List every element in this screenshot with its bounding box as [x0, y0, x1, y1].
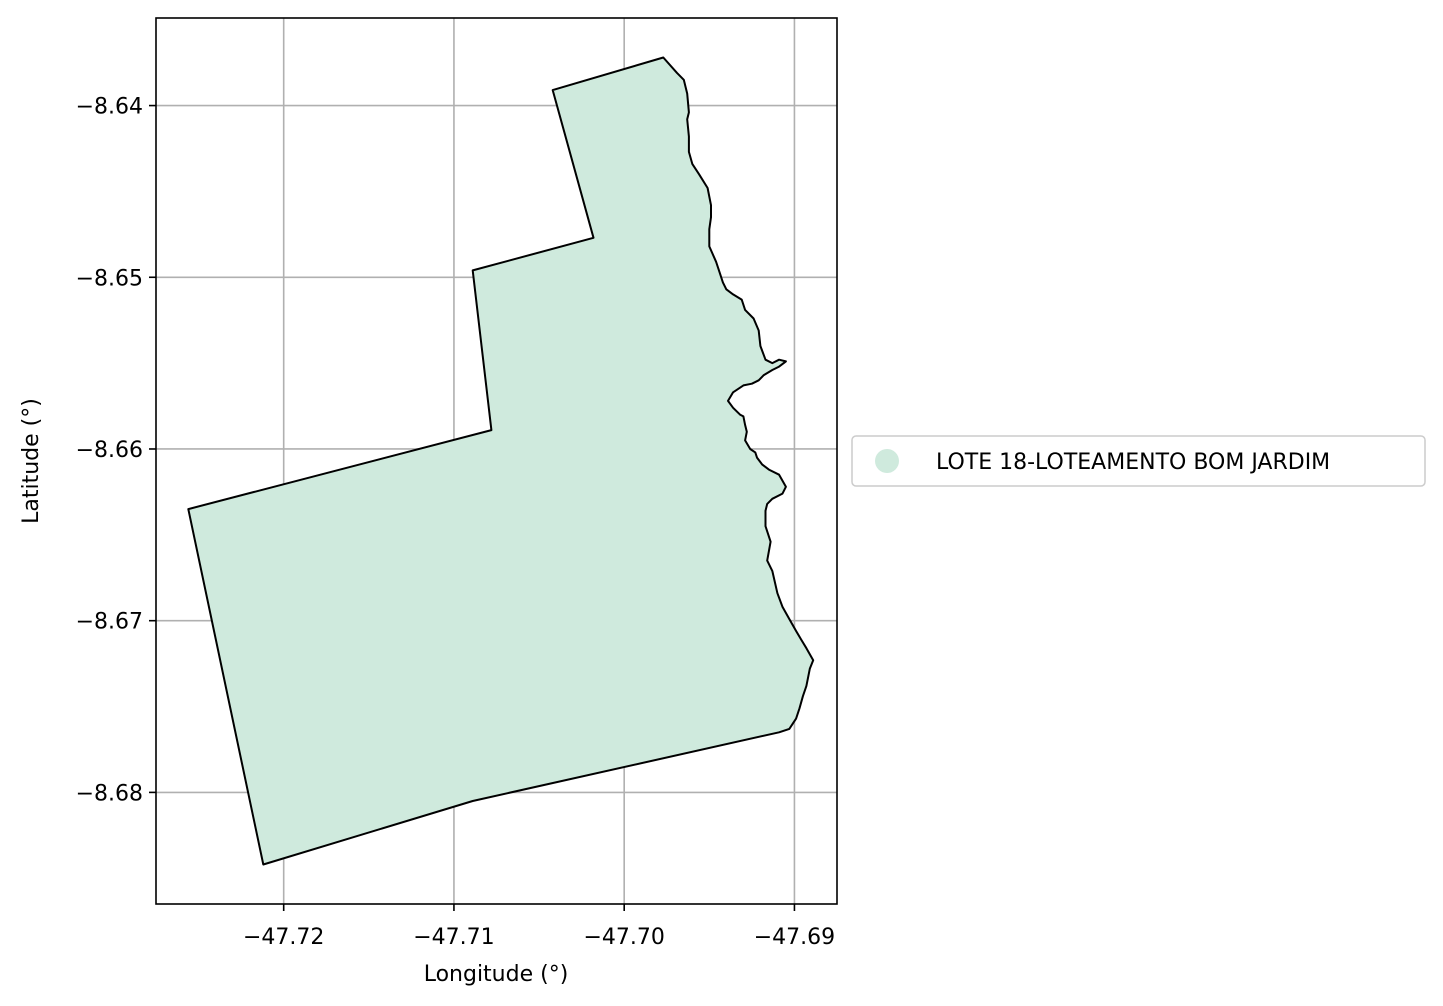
y-tick-label: −8.67: [76, 610, 143, 635]
y-axis-label: Latitude (°): [19, 398, 44, 524]
x-axis-label: Longitude (°): [424, 962, 569, 987]
axes-frame: [155, 17, 838, 905]
y-tick-label: −8.66: [76, 438, 143, 463]
y-tick-label: −8.65: [76, 266, 143, 291]
x-tick-label: −47.69: [754, 925, 835, 950]
x-ticks: −47.72 −47.71 −47.70 −47.69: [243, 904, 835, 950]
legend-entry-label: LOTE 18-LOTEAMENTO BOM JARDIM: [936, 450, 1330, 475]
x-tick-label: −47.71: [413, 925, 494, 950]
y-tick-label: −8.68: [76, 781, 143, 806]
legend: LOTE 18-LOTEAMENTO BOM JARDIM: [851, 435, 1426, 487]
y-ticks: −8.64 −8.65 −8.66 −8.67 −8.68: [76, 95, 156, 806]
x-tick-label: −47.72: [243, 925, 324, 950]
legend-marker: [875, 449, 899, 473]
region-polygon-lote-18: [187, 56, 815, 866]
x-tick-label: −47.70: [583, 925, 664, 950]
legend-box: [851, 435, 1426, 487]
y-tick-label: −8.64: [76, 95, 143, 120]
